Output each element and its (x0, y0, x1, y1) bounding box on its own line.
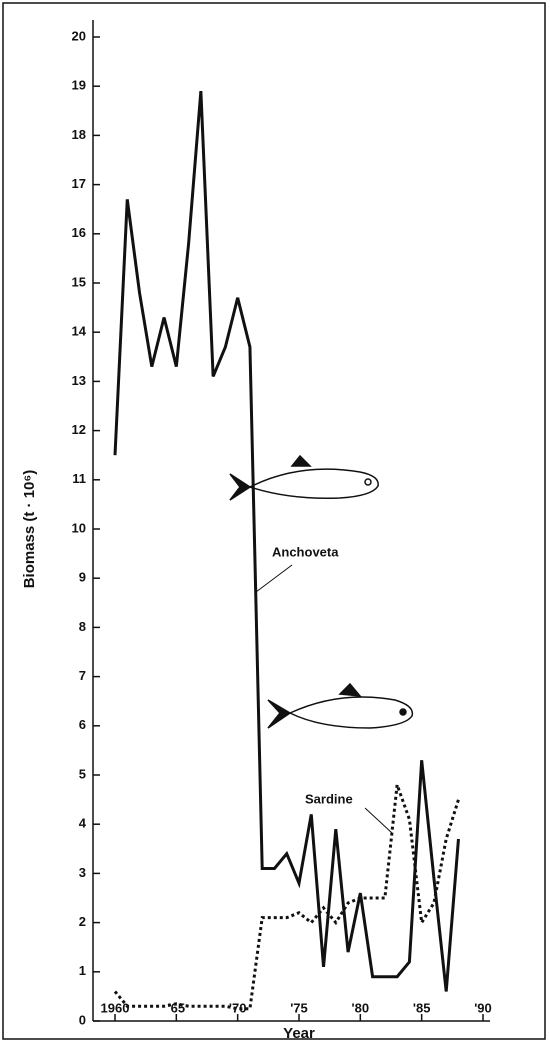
sardine-fish (268, 684, 412, 728)
y-tick-label: 7 (79, 668, 86, 683)
annotation-arrow (365, 808, 392, 833)
page: {"chart_data": {"type": "line", "x_label… (0, 0, 550, 1043)
y-tick-label: 9 (79, 570, 86, 585)
series-line (115, 91, 458, 991)
y-tick-label: 17 (72, 176, 86, 191)
x-tick-label: '70 (229, 1000, 247, 1015)
y-tick-label: 0 (79, 1012, 86, 1027)
y-tick-label: 12 (72, 422, 86, 437)
y-tick-label: 6 (79, 717, 86, 732)
y-tick-label: 2 (79, 914, 86, 929)
x-tick-label: '85 (413, 1000, 431, 1015)
x-axis-title: Year (283, 1025, 315, 1042)
y-tick-label: 14 (72, 324, 87, 339)
annotation-anchoveta: Anchoveta (272, 544, 339, 559)
y-tick-label: 11 (72, 471, 86, 486)
y-tick-label: 4 (79, 816, 87, 831)
y-tick-label: 18 (72, 127, 86, 142)
x-tick-label: '75 (290, 1000, 308, 1015)
y-tick-label: 13 (72, 373, 86, 388)
x-tick-label: 1960 (101, 1000, 130, 1015)
annotation-sardine: Sardine (305, 791, 353, 806)
y-tick-label: 20 (72, 28, 86, 43)
y-tick-label: 19 (72, 78, 86, 93)
y-tick-label: 1 (79, 963, 86, 978)
annotation-arrow (256, 565, 292, 592)
y-tick-label: 16 (72, 225, 86, 240)
y-tick-label: 3 (79, 865, 86, 880)
y-tick-label: 8 (79, 619, 86, 634)
y-axis-title: Biomass (t · 10⁶) (21, 470, 38, 589)
x-tick-label: '80 (352, 1000, 370, 1015)
y-tick-label: 15 (72, 274, 86, 289)
x-tick-label: '90 (474, 1000, 492, 1015)
y-tick-label: 5 (79, 766, 86, 781)
y-tick-label: 10 (72, 520, 86, 535)
series-line (115, 785, 458, 1009)
chart: Biomass (t · 10⁶) Year Anchoveta Sardine… (0, 0, 550, 1043)
